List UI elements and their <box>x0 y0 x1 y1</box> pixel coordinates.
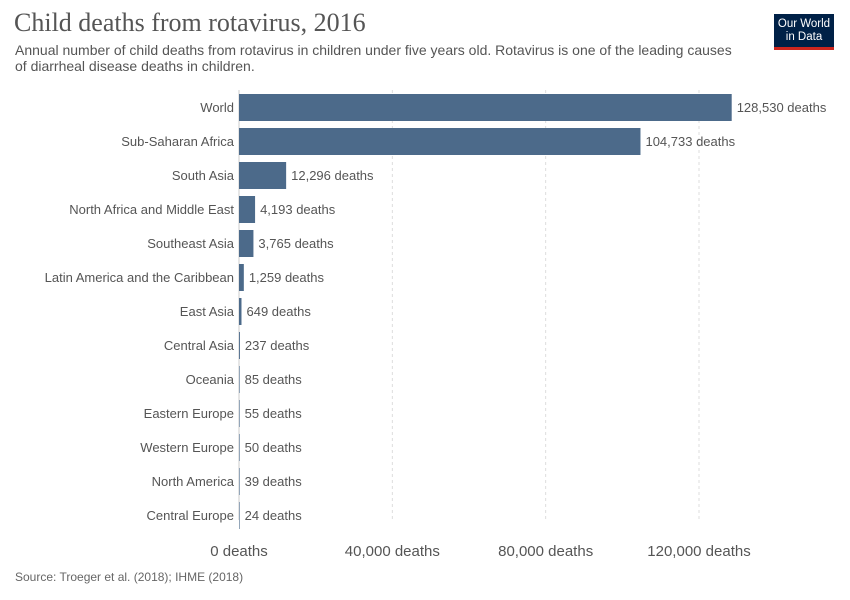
value-label: 649 deaths <box>246 304 311 319</box>
logo-line-2: in Data <box>785 31 823 43</box>
category-label: Eastern Europe <box>144 406 234 421</box>
labels: World 128,530 deaths Sub-Saharan Africa 104… <box>45 100 827 523</box>
bar[interactable] <box>239 434 240 461</box>
bar[interactable] <box>239 298 242 325</box>
bar[interactable] <box>239 196 256 223</box>
category-label: South Asia <box>172 168 235 183</box>
x-axis-ticks: 0 deaths 40,000 deaths 80,000 deaths 120,00… <box>210 543 750 560</box>
value-label: 55 deaths <box>245 406 303 421</box>
bar[interactable] <box>239 264 244 291</box>
value-label: 104,733 deaths <box>645 134 735 149</box>
category-label: Latin America and the Caribbean <box>45 270 234 285</box>
category-label: Oceania <box>186 372 235 387</box>
value-label: 128,530 deaths <box>737 100 827 115</box>
bar[interactable] <box>239 502 240 529</box>
bar[interactable] <box>239 366 240 393</box>
value-label: 12,296 deaths <box>291 168 374 183</box>
x-tick-label: 0 deaths <box>210 543 268 560</box>
category-label: Southeast Asia <box>147 236 234 251</box>
category-label: World <box>200 100 234 115</box>
category-label: Central Asia <box>164 338 235 353</box>
value-label: 3,765 deaths <box>258 236 334 251</box>
category-label: Sub-Saharan Africa <box>121 134 235 149</box>
value-label: 4,193 deaths <box>260 202 336 217</box>
category-label: Central Europe <box>147 508 234 523</box>
category-label: Western Europe <box>140 440 234 455</box>
x-tick-label: 80,000 deaths <box>498 543 593 560</box>
bars <box>239 94 732 529</box>
logo-line-1: Our World <box>777 18 831 30</box>
bar[interactable] <box>239 332 240 359</box>
chart-title: Child deaths from rotavirus, 2016 <box>14 8 366 37</box>
owid-logo[interactable]: Our World in Data <box>774 14 834 50</box>
bar[interactable] <box>239 128 641 155</box>
value-label: 85 deaths <box>245 372 303 387</box>
x-tick-label: 120,000 deaths <box>647 543 750 560</box>
x-tick-label: 40,000 deaths <box>345 543 440 560</box>
category-label: North America <box>152 474 235 489</box>
bar[interactable] <box>239 468 240 495</box>
bar[interactable] <box>239 230 254 257</box>
bar[interactable] <box>239 94 732 121</box>
value-label: 1,259 deaths <box>249 270 325 285</box>
chart-subtitle: Annual number of child deaths from rotav… <box>15 42 732 74</box>
bar[interactable] <box>239 400 240 427</box>
category-label: North Africa and Middle East <box>69 202 234 217</box>
bar[interactable] <box>239 162 287 189</box>
category-label: East Asia <box>180 304 235 319</box>
value-label: 50 deaths <box>245 440 303 455</box>
value-label: 39 deaths <box>245 474 303 489</box>
source-note: Source: Troeger et al. (2018); IHME (201… <box>15 570 244 584</box>
value-label: 24 deaths <box>245 508 303 523</box>
value-label: 237 deaths <box>245 338 310 353</box>
